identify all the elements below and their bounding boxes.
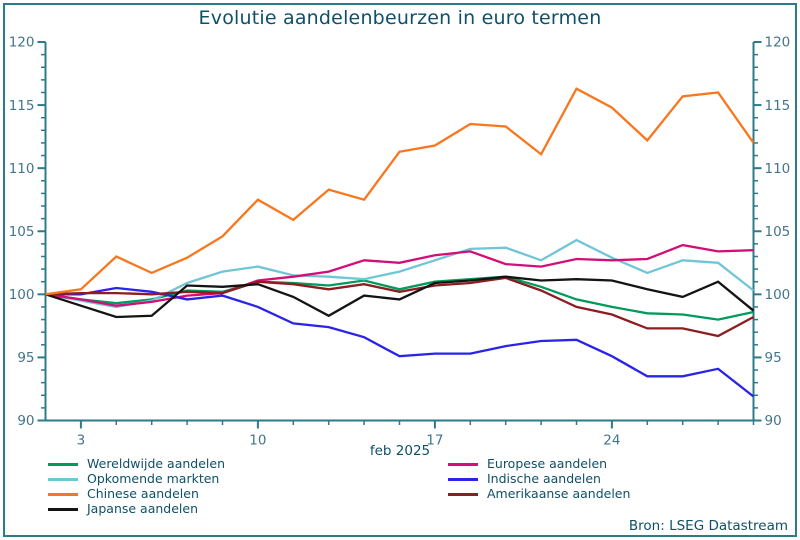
y-tick-label-left: 110 xyxy=(9,161,35,177)
legend-label: Chinese aandelen xyxy=(87,486,199,501)
series-line-amerikaanse-aandelen xyxy=(45,276,755,338)
legend-label: Amerikaanse aandelen xyxy=(487,486,631,501)
chart-title: Evolutie aandelenbeurzen in euro termen xyxy=(198,7,602,29)
legend-label: Europese aandelen xyxy=(487,456,608,471)
y-tick-label-left: 100 xyxy=(9,287,35,303)
legend-item: Chinese aandelen xyxy=(48,486,225,501)
legend-swatch-chinese-aandelen xyxy=(48,492,78,496)
legend-swatch-wereldwijde-aandelen xyxy=(48,462,78,466)
x-tick-label: 3 xyxy=(77,433,86,449)
y-tick-label-right: 95 xyxy=(765,350,782,366)
legend-label: Indische aandelen xyxy=(487,471,601,486)
series-line-japanse-aandelen xyxy=(45,275,755,319)
legend-label: Japanse aandelen xyxy=(87,501,198,516)
legend-right-column: Europese aandelen Indische aandelen Amerik… xyxy=(448,456,631,501)
series-line-europese-aandelen xyxy=(45,243,754,307)
series-line-chinese-aandelen xyxy=(45,87,755,296)
legend-item: Indische aandelen xyxy=(448,471,630,486)
legend-item: Europese aandelen xyxy=(448,456,630,471)
series-line-indische-aandelen xyxy=(45,286,755,398)
legend-left-column: Wereldwijde aandelen Opkomende markten Chi… xyxy=(48,456,226,516)
x-tick-label: 17 xyxy=(426,433,443,449)
legend-swatch-japanse-aandelen xyxy=(48,507,78,511)
legend-label: Wereldwijde aandelen xyxy=(87,456,226,471)
legend-swatch-opkomende-markten xyxy=(48,477,78,481)
legend-item: Amerikaanse aandelen xyxy=(448,486,631,501)
y-tick-label-right: 110 xyxy=(765,161,791,177)
y-tick-label-left: 95 xyxy=(17,350,34,366)
legend-item: Opkomende markten xyxy=(48,471,225,486)
legend-item: Japanse aandelen xyxy=(48,501,225,516)
legend-label: Opkomende markten xyxy=(87,471,220,486)
y-tick-label-right: 120 xyxy=(765,35,791,51)
y-tick-label-left: 120 xyxy=(9,35,35,51)
legend-item: Wereldwijde aandelen xyxy=(48,456,226,471)
x-tick-label: 24 xyxy=(603,433,620,449)
legend-swatch-indische-aandelen xyxy=(448,477,478,481)
series-line-wereldwijde-aandelen xyxy=(45,275,754,321)
y-tick-label-right: 100 xyxy=(765,287,791,303)
y-tick-label-right: 90 xyxy=(765,413,782,429)
legend-swatch-amerikaanse-aandelen xyxy=(448,492,478,496)
y-tick-label-left: 115 xyxy=(9,98,35,114)
x-axis-label: feb 2025 xyxy=(369,443,431,459)
y-tick-label-right: 115 xyxy=(765,98,791,114)
x-tick-label: 10 xyxy=(249,433,266,449)
legend-swatch-europese-aandelen xyxy=(448,462,478,466)
source-credit: Bron: LSEG Datastream xyxy=(628,518,788,534)
y-tick-label-left: 90 xyxy=(17,413,34,429)
y-tick-label-right: 105 xyxy=(765,224,791,240)
y-tick-label-left: 105 xyxy=(9,224,35,240)
